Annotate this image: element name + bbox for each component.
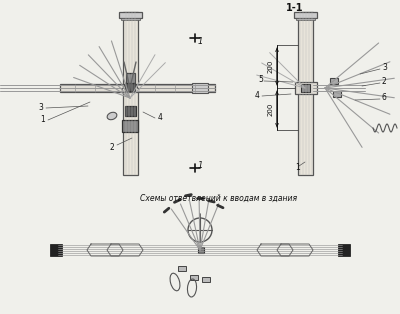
- Text: 6: 6: [382, 94, 387, 102]
- Bar: [178, 266, 186, 271]
- Bar: [192, 83, 208, 93]
- Bar: [119, 12, 142, 18]
- Bar: [338, 244, 350, 256]
- Bar: [333, 91, 341, 97]
- Text: 1: 1: [40, 116, 45, 124]
- Text: 1: 1: [198, 160, 203, 170]
- Text: 4: 4: [255, 91, 260, 100]
- Text: 1: 1: [295, 164, 300, 172]
- Text: 4: 4: [158, 113, 163, 122]
- Text: 2: 2: [110, 143, 115, 153]
- Text: 200: 200: [268, 59, 274, 73]
- Bar: [330, 78, 338, 84]
- Bar: [198, 247, 204, 253]
- Bar: [126, 73, 135, 83]
- Bar: [122, 120, 138, 132]
- Text: 1: 1: [198, 37, 203, 46]
- Bar: [125, 106, 136, 116]
- Bar: [125, 83, 135, 91]
- Bar: [60, 84, 215, 92]
- Bar: [123, 12, 138, 175]
- Bar: [202, 277, 210, 282]
- Text: 3: 3: [382, 63, 387, 73]
- Text: 3: 3: [38, 104, 43, 112]
- Text: 2: 2: [382, 78, 387, 86]
- Bar: [301, 84, 310, 92]
- Bar: [295, 82, 317, 94]
- Ellipse shape: [107, 112, 117, 120]
- Bar: [296, 18, 315, 20]
- Text: 5: 5: [258, 75, 263, 84]
- Bar: [190, 275, 198, 280]
- Bar: [294, 12, 317, 18]
- Text: Схемы ответвлений к вводам в здания: Схемы ответвлений к вводам в здания: [140, 193, 297, 203]
- Text: 1-1: 1-1: [286, 3, 304, 13]
- Bar: [298, 12, 313, 175]
- Bar: [50, 244, 62, 256]
- Text: 200: 200: [268, 102, 274, 116]
- Bar: [121, 18, 140, 20]
